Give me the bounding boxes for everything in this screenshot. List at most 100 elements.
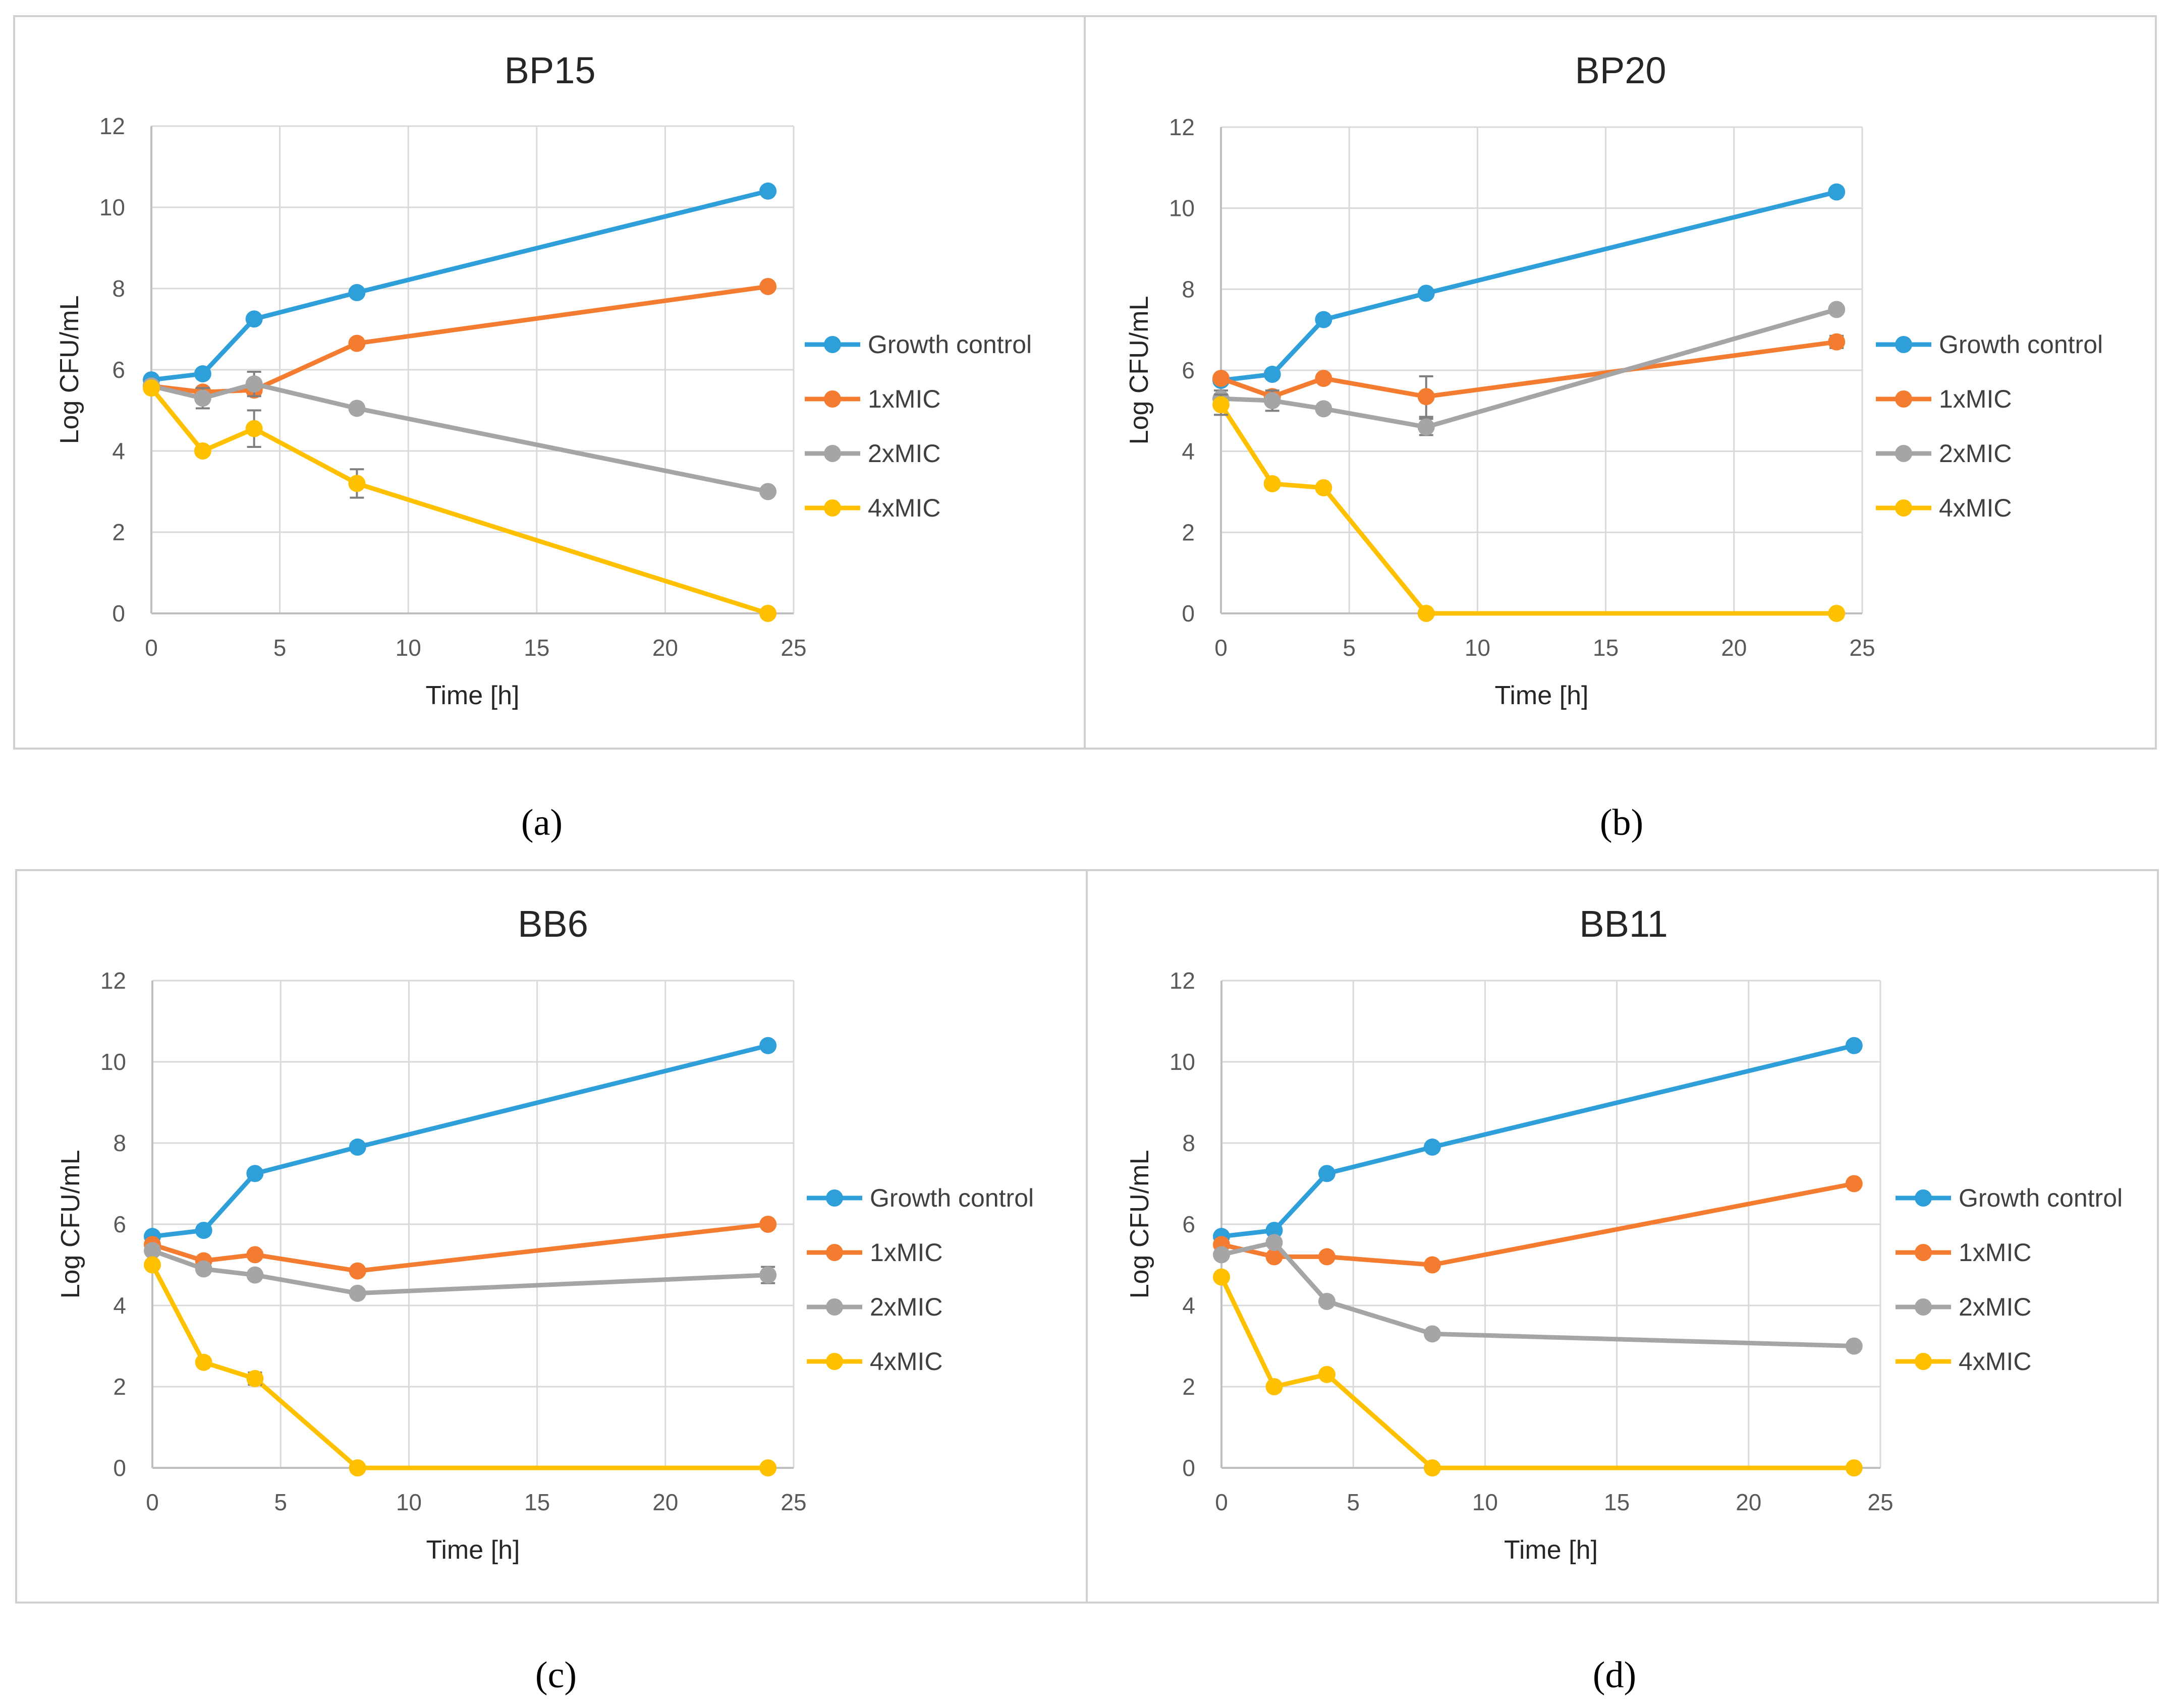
data-point-growth-control <box>1318 1165 1336 1182</box>
legend-marker-growth-control <box>1895 336 1912 353</box>
data-point-1xmic <box>1315 370 1332 387</box>
y-tick-label: 12 <box>1169 114 1195 140</box>
panel-bb11: 0 2 4 6 8 10 12 0 5 10 15 20 25 Time [h] Log CFU/mL BB1… <box>1086 869 2159 1696</box>
legend-label-4xmic: 4xMIC <box>1939 494 2012 522</box>
x-tick-label: 10 <box>396 1489 422 1515</box>
x-axis-title: Time [h] <box>1504 1535 1598 1565</box>
y-tick-label: 6 <box>1182 1211 1195 1237</box>
data-point-2xmic <box>1845 1337 1863 1355</box>
data-point-2xmic <box>1263 392 1281 410</box>
x-tick-label: 25 <box>1849 635 1875 661</box>
chart-title: BB6 <box>518 903 588 945</box>
data-point-4xmic <box>759 605 777 622</box>
panel-frame <box>15 869 1088 1604</box>
data-point-1xmic <box>1828 333 1846 351</box>
x-tick-label: 5 <box>1343 635 1356 661</box>
y-tick-label: 4 <box>1182 1292 1195 1319</box>
data-point-2xmic <box>1423 1325 1441 1343</box>
legend-marker-growth-control <box>824 336 841 353</box>
data-point-4xmic <box>1263 475 1281 492</box>
data-point-2xmic <box>1213 1246 1230 1264</box>
x-axis-title: Time [h] <box>426 681 520 710</box>
y-tick-label: 6 <box>1182 357 1195 383</box>
y-tick-label: 0 <box>1182 1455 1195 1481</box>
panel-caption: (d) <box>1593 1655 1636 1696</box>
x-tick-label: 15 <box>524 635 549 661</box>
data-point-1xmic <box>759 1216 777 1233</box>
legend-marker-1xmic <box>1915 1244 1932 1261</box>
chart-title: BP15 <box>504 49 595 91</box>
legend-label-2xmic: 2xMIC <box>1959 1293 2031 1321</box>
x-tick-label: 5 <box>274 1489 287 1515</box>
legend-label-4xmic: 4xMIC <box>868 494 940 522</box>
x-tick-label: 15 <box>1604 1489 1630 1515</box>
data-point-growth-control <box>349 1138 366 1156</box>
data-point-1xmic <box>1212 370 1230 387</box>
y-tick-label: 10 <box>99 194 125 220</box>
data-point-2xmic <box>195 1260 212 1278</box>
x-tick-label: 15 <box>1593 635 1619 661</box>
data-point-growth-control <box>348 284 366 302</box>
legend-marker-4xmic <box>1895 499 1912 517</box>
panel-bp15: 0 2 4 6 8 10 12 0 5 10 15 20 25 Time [h] Log CFU/mL BP1… <box>13 15 1086 843</box>
legend-label-4xmic: 4xMIC <box>1959 1347 2031 1376</box>
data-point-4xmic <box>759 1459 777 1476</box>
data-point-1xmic <box>1417 388 1435 406</box>
y-tick-label: 12 <box>1170 967 1195 994</box>
data-point-4xmic <box>1423 1459 1441 1476</box>
chart-title: BB11 <box>1579 903 1668 945</box>
data-point-2xmic <box>1318 1292 1336 1310</box>
data-point-4xmic <box>1417 605 1435 622</box>
legend-marker-2xmic <box>824 445 841 462</box>
x-tick-label: 10 <box>1465 635 1490 661</box>
x-axis-title: Time [h] <box>426 1535 520 1565</box>
y-tick-label: 8 <box>112 275 125 302</box>
y-axis-title: Log CFU/mL <box>55 296 84 444</box>
data-point-4xmic <box>1318 1365 1336 1383</box>
x-tick-label: 0 <box>1214 635 1228 661</box>
data-point-4xmic <box>195 1353 212 1371</box>
data-point-2xmic <box>1417 418 1435 436</box>
legend-label-1xmic: 1xMIC <box>870 1238 942 1267</box>
legend-marker-1xmic <box>826 1244 843 1261</box>
data-point-1xmic <box>1318 1248 1336 1266</box>
data-point-growth-control <box>1315 311 1332 328</box>
legend-marker-2xmic <box>1895 445 1912 462</box>
x-tick-label: 0 <box>145 635 158 661</box>
data-point-1xmic <box>348 334 366 352</box>
panel-bp20: 0 2 4 6 8 10 12 0 5 10 15 20 25 Time [h] Log CFU/mL BP2… <box>1084 15 2157 843</box>
data-point-4xmic <box>194 442 211 460</box>
data-point-2xmic <box>759 483 777 500</box>
data-point-growth-control <box>1263 366 1281 383</box>
data-point-4xmic <box>349 1459 366 1476</box>
legend-marker-1xmic <box>824 390 841 408</box>
legend-marker-4xmic <box>826 1353 843 1370</box>
data-point-4xmic <box>1265 1378 1283 1395</box>
data-point-4xmic <box>1212 396 1230 414</box>
data-point-1xmic <box>1423 1256 1441 1274</box>
x-tick-label: 5 <box>1347 1489 1360 1515</box>
x-tick-label: 15 <box>524 1489 550 1515</box>
data-point-4xmic <box>1845 1459 1863 1476</box>
data-point-2xmic <box>759 1266 777 1284</box>
data-point-growth-control <box>246 1165 264 1182</box>
legend-label-1xmic: 1xMIC <box>1959 1238 2031 1267</box>
x-tick-label: 20 <box>1721 635 1747 661</box>
y-tick-label: 0 <box>1182 600 1195 627</box>
y-axis-title: Log CFU/mL <box>56 1150 85 1299</box>
y-tick-label: 8 <box>1182 1130 1195 1156</box>
x-tick-label: 25 <box>1867 1489 1893 1515</box>
legend-label-growth-control: Growth control <box>1959 1184 2123 1212</box>
data-point-1xmic <box>1265 1248 1283 1266</box>
data-point-4xmic <box>1315 479 1332 496</box>
y-tick-label: 4 <box>1182 438 1195 465</box>
data-point-4xmic <box>143 379 160 397</box>
x-tick-label: 0 <box>146 1489 159 1515</box>
legend-marker-growth-control <box>826 1189 843 1207</box>
y-tick-label: 12 <box>99 113 125 139</box>
y-tick-label: 0 <box>112 600 125 627</box>
x-tick-label: 20 <box>1736 1489 1761 1515</box>
y-tick-label: 2 <box>1182 1374 1195 1400</box>
legend-marker-4xmic <box>824 499 841 517</box>
